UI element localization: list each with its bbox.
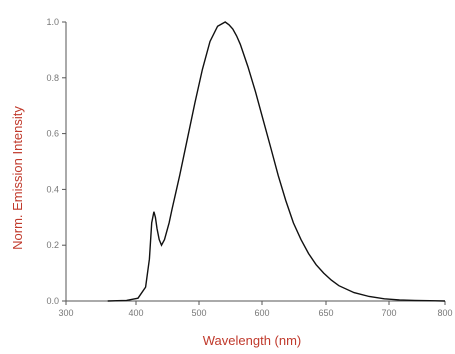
y-tick-label: 0.0 (46, 296, 59, 306)
x-tick-label: 400 (128, 308, 143, 318)
y-tick-label: 0.4 (46, 184, 59, 194)
x-tick-label: 300 (58, 308, 73, 318)
y-tick-label: 1.0 (46, 17, 59, 27)
x-tick-label: 650 (318, 308, 333, 318)
x-ticks: 300 400 500 600 650 700 800 (58, 301, 453, 318)
x-tick-label: 700 (381, 308, 396, 318)
x-tick-label: 600 (254, 308, 269, 318)
x-tick-label: 800 (437, 308, 452, 318)
x-axis-title: Wavelength (nm) (203, 333, 302, 348)
axes (65, 22, 445, 302)
y-tick-label: 0.8 (46, 73, 59, 83)
y-ticks: 0.0 0.2 0.4 0.6 0.8 1.0 (46, 17, 66, 306)
y-axis-title: Norm. Emission Intensity (10, 106, 25, 250)
emission-curve (107, 21, 446, 302)
y-tick-label: 0.6 (46, 129, 59, 139)
y-tick-label: 0.2 (46, 240, 59, 250)
x-tick-label: 500 (191, 308, 206, 318)
